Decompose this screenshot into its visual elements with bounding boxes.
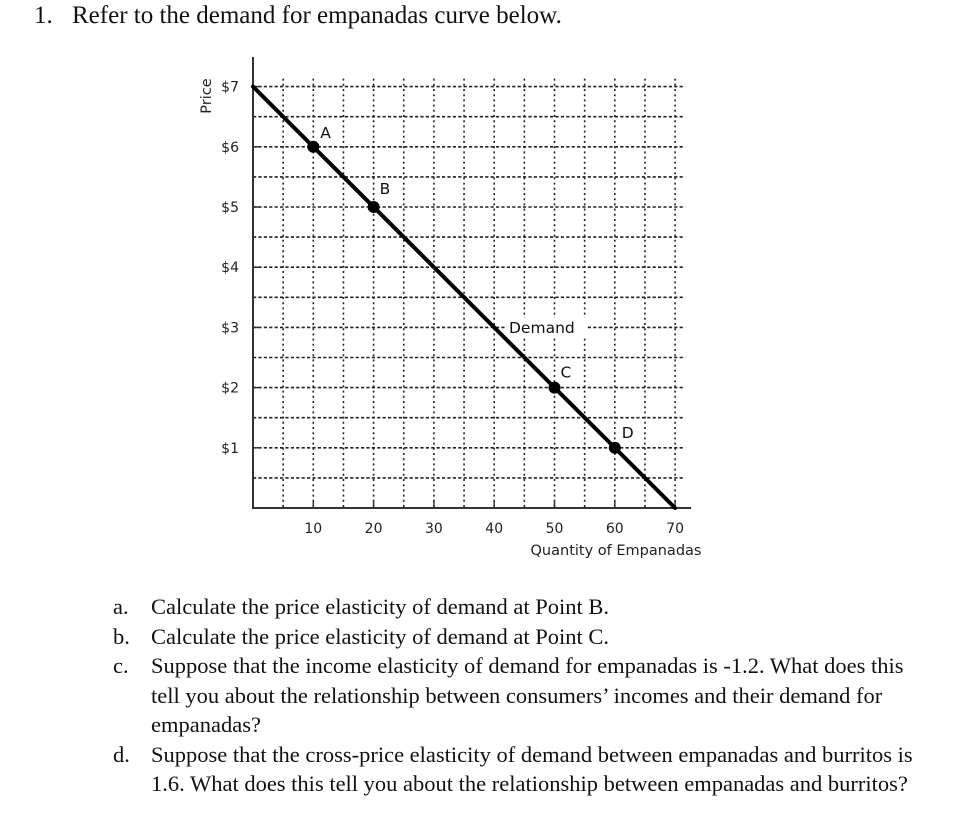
x-axis-title: Quantity of Empanadas bbox=[531, 543, 702, 559]
point-label-bg bbox=[619, 423, 635, 442]
y-tick-label: $6 bbox=[221, 140, 239, 156]
point-a bbox=[307, 140, 320, 153]
demand-chart: A B C D 10 20 30 40 50 60 70 $1 $2 $3 $4 $5 $6 $7 Quantit… bbox=[199, 57, 701, 559]
subquestion-text: Suppose that the income elasticity of de… bbox=[151, 653, 904, 737]
axis-ticks bbox=[253, 85, 676, 508]
subquestion-label: c. bbox=[113, 653, 129, 678]
annotation-bg bbox=[507, 318, 587, 337]
axis-labels: 10 20 30 40 50 60 70 $1 $2 $3 $4 $5 $6 $7 Quantity of … bbox=[199, 78, 701, 559]
point-b bbox=[367, 201, 380, 213]
demand-line bbox=[251, 84, 678, 510]
point-label-bg bbox=[558, 363, 574, 382]
x-tick-label: 40 bbox=[485, 521, 503, 537]
subquestion-label: d. bbox=[113, 741, 130, 767]
x-tick-label: 10 bbox=[304, 521, 322, 537]
question-text: Refer to the demand for empanadas curve … bbox=[72, 2, 562, 29]
subquestion-label: b. bbox=[113, 623, 130, 649]
subquestion-list: a. Calculate the price elasticity of dema… bbox=[113, 592, 913, 799]
y-tick-label: $3 bbox=[221, 320, 239, 336]
curve-points: A B C D bbox=[307, 123, 635, 454]
point-label-a: A bbox=[320, 124, 331, 142]
x-tick-label: 50 bbox=[546, 521, 564, 537]
point-label-d: D bbox=[622, 424, 634, 442]
subquestion-text: Calculate the price elasticity of demand… bbox=[151, 623, 609, 649]
demand-label: Demand bbox=[509, 319, 575, 337]
x-tick-label: 20 bbox=[365, 521, 383, 537]
x-tick-label: 30 bbox=[425, 521, 443, 537]
y-tick-label: $5 bbox=[221, 200, 239, 216]
chart-grid bbox=[253, 78, 686, 508]
point-label-bg bbox=[318, 123, 334, 142]
subquestion-d: d. Suppose that the cross-price elasticit… bbox=[113, 740, 913, 799]
subquestion-a: a. Calculate the price elasticity of dema… bbox=[113, 592, 913, 622]
x-tick-label: 60 bbox=[606, 521, 624, 537]
y-tick-label: $1 bbox=[221, 441, 239, 457]
y-tick-label: $7 bbox=[221, 80, 239, 96]
subquestion-label: a. bbox=[113, 594, 129, 619]
point-label-bg bbox=[377, 180, 393, 198]
point-label-b: B bbox=[380, 180, 391, 198]
y-tick-label: $2 bbox=[221, 381, 239, 397]
point-d bbox=[608, 441, 621, 454]
question-title: 1. Refer to the demand for empanadas curv… bbox=[34, 2, 562, 30]
subquestion-b: b. Calculate the price elasticity of dema… bbox=[113, 622, 913, 652]
question-number: 1. bbox=[34, 2, 53, 29]
y-tick-label: $4 bbox=[221, 260, 239, 276]
subquestion-text: Calculate the price elasticity of demand… bbox=[151, 594, 609, 619]
x-tick-label: 70 bbox=[666, 521, 684, 537]
subquestion-text: Suppose that the cross-price elasticity … bbox=[151, 741, 913, 797]
demand-curve bbox=[251, 84, 678, 510]
subquestion-c: c. Suppose that the income elasticity of … bbox=[113, 651, 913, 740]
point-c bbox=[548, 381, 561, 394]
y-axis-title: Price bbox=[199, 78, 215, 113]
point-label-c: C bbox=[561, 364, 572, 382]
chart-axes bbox=[252, 57, 692, 509]
